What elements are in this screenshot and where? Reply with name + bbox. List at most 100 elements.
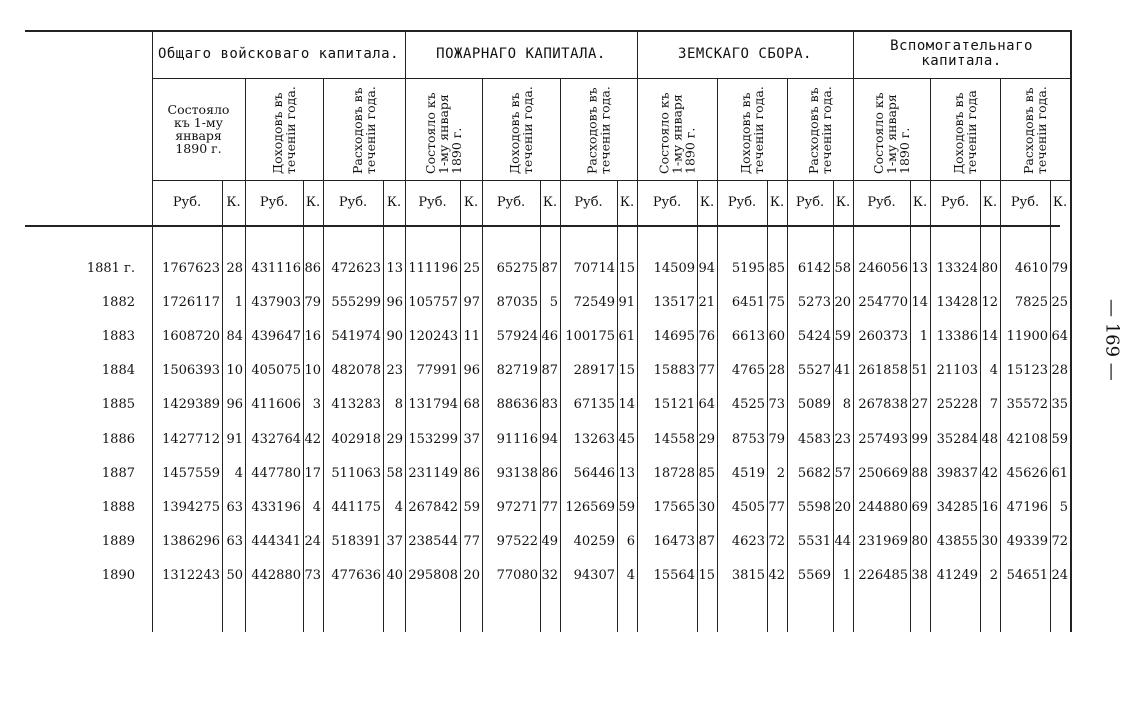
unit-label: К. — [542, 195, 558, 210]
unit-label: Руб. — [727, 195, 757, 210]
table-cell: 91 — [226, 431, 243, 447]
table-cell: 99 — [911, 431, 928, 447]
table-cell: 15 — [698, 568, 715, 584]
table-cell: 1457559 — [162, 465, 220, 481]
table-cell: 25 — [1051, 294, 1068, 310]
table-cell: 13 — [618, 465, 635, 481]
table-cell: 77991 — [416, 363, 458, 379]
table-cell: 4623 — [731, 534, 765, 550]
table-cell: 59 — [618, 499, 635, 515]
table-cell: 37 — [463, 431, 480, 447]
table-cell: 511063 — [331, 465, 381, 481]
rule — [1070, 30, 1072, 632]
table-cell: 46 — [541, 328, 558, 344]
table-cell: 1506393 — [162, 363, 220, 379]
column-header: Состояло къ 1-му января 1890 г. — [656, 92, 698, 174]
group-header: Вспомогательнаго капитала. — [890, 38, 1033, 69]
table-cell: 80 — [981, 260, 998, 276]
table-cell: 25228 — [936, 397, 978, 413]
table-cell: 1 — [842, 568, 851, 584]
table-cell: 4525 — [731, 397, 765, 413]
table-cell: 15564 — [653, 568, 695, 584]
unit-label: Руб. — [172, 195, 202, 210]
table-cell: 15 — [618, 363, 635, 379]
rule — [303, 180, 304, 632]
table-cell: 8753 — [731, 431, 765, 447]
table-cell: 85 — [698, 465, 715, 481]
rule — [853, 30, 854, 632]
table-cell: 13428 — [936, 294, 978, 310]
table-cell: 11900 — [1006, 328, 1048, 344]
table-cell: 96 — [226, 397, 243, 413]
table-cell: 97522 — [496, 534, 538, 550]
table-cell: 16 — [304, 328, 321, 344]
table-cell: 246056 — [858, 260, 908, 276]
row-year: 1890 — [101, 568, 135, 584]
table-cell: 5531 — [797, 534, 831, 550]
table-cell: 2 — [989, 568, 998, 584]
table-cell: 23 — [386, 363, 403, 379]
table-cell: 6142 — [797, 260, 831, 276]
table-cell: 35284 — [936, 431, 978, 447]
table-cell: 25 — [463, 260, 480, 276]
rule — [152, 30, 153, 632]
table-cell: 226485 — [858, 568, 908, 584]
table-cell: 37 — [386, 534, 403, 550]
table-cell: 27 — [911, 397, 928, 413]
unit-label: Руб. — [867, 195, 896, 210]
table-cell: 29 — [698, 431, 715, 447]
rule — [910, 180, 911, 632]
table-cell: 13 — [911, 260, 928, 276]
rule — [540, 180, 541, 632]
table-cell: 10 — [304, 363, 321, 379]
rule — [152, 180, 1070, 181]
rule — [787, 78, 788, 632]
table-cell: 28 — [1051, 363, 1068, 379]
table-cell: 88 — [911, 465, 928, 481]
rule — [767, 180, 768, 632]
table-cell: 1427712 — [162, 431, 220, 447]
table-cell: 73 — [304, 568, 321, 584]
table-cell: 18728 — [653, 465, 695, 481]
column-header: Доходовъ въ теченіи года. — [270, 86, 298, 174]
table-cell: 51 — [911, 363, 928, 379]
rule — [560, 78, 561, 632]
table-cell: 477636 — [331, 568, 381, 584]
table-cell: 39837 — [936, 465, 978, 481]
group-header: Общаго войсковаго капитала. — [157, 45, 400, 62]
table-cell: 238544 — [408, 534, 458, 550]
table-cell: 72 — [1051, 534, 1068, 550]
table-cell: 90 — [386, 328, 403, 344]
table-cell: 45626 — [1006, 465, 1048, 481]
rule — [25, 30, 1072, 32]
table-cell: 6613 — [731, 328, 765, 344]
table-cell: 44 — [834, 534, 851, 550]
table-cell: 482078 — [331, 363, 381, 379]
table-cell: 6451 — [731, 294, 765, 310]
rule — [25, 225, 1060, 227]
table-cell: 5527 — [797, 363, 831, 379]
rule — [460, 180, 461, 632]
table-cell: 4610 — [1014, 260, 1048, 276]
table-cell: 76 — [698, 328, 715, 344]
table-cell: 5598 — [797, 499, 831, 515]
table-cell: 87 — [698, 534, 715, 550]
unit-label: Руб. — [496, 195, 526, 210]
unit-label: К. — [982, 195, 998, 210]
table-cell: 8 — [842, 397, 851, 413]
table-cell: 24 — [1051, 568, 1068, 584]
table-cell: 5273 — [797, 294, 831, 310]
table-cell: 261858 — [858, 363, 908, 379]
table-cell: 231969 — [858, 534, 908, 550]
table-cell: 30 — [698, 499, 715, 515]
unit-label: Руб. — [795, 195, 825, 210]
table-cell: 4583 — [797, 431, 831, 447]
table-cell: 47196 — [1006, 499, 1048, 515]
unit-label: К. — [305, 195, 321, 210]
table-cell: 411606 — [251, 397, 301, 413]
table-cell: 28 — [768, 363, 785, 379]
table-cell: 69 — [911, 499, 928, 515]
table-cell: 472623 — [331, 260, 381, 276]
rule — [152, 78, 1070, 79]
table-cell: 85 — [768, 260, 785, 276]
